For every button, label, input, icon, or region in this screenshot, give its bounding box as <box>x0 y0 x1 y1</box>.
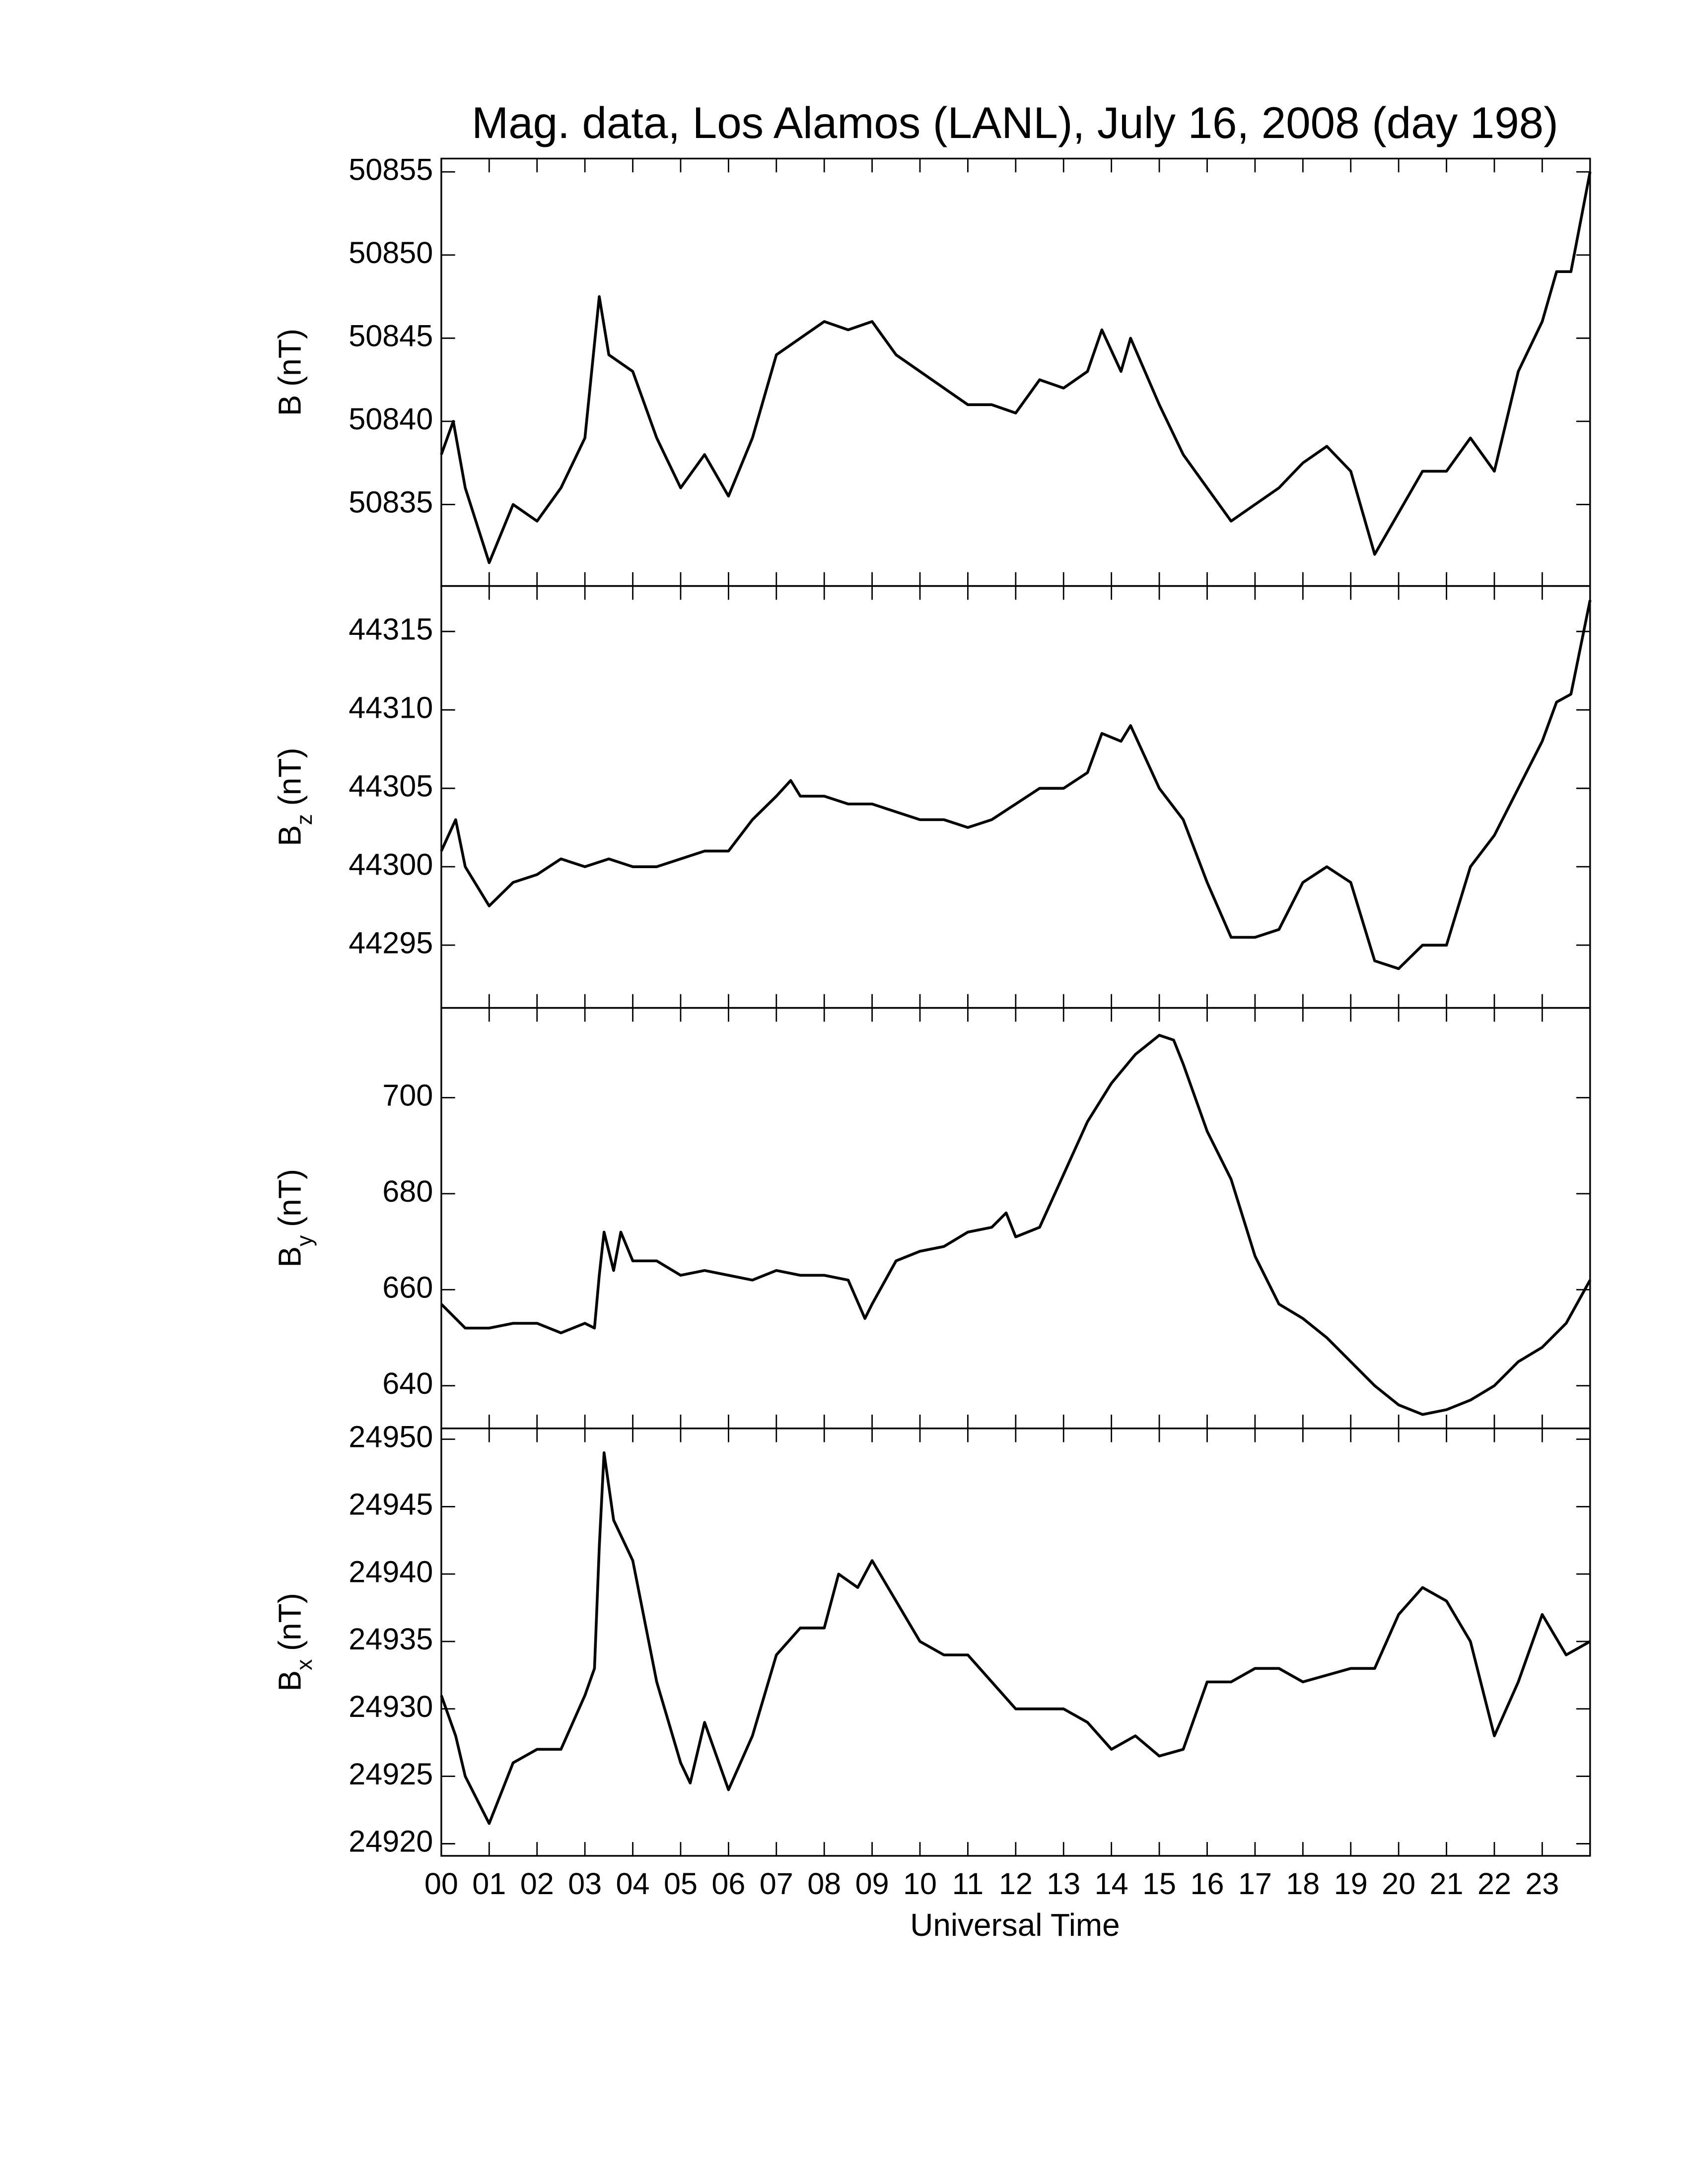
y-axis-title-subscript: x <box>292 1659 317 1670</box>
y-tick-label: 24935 <box>349 1622 433 1656</box>
y-axis-title: B (nT) <box>272 329 308 416</box>
y-axis-title: By (nT) <box>272 1169 317 1268</box>
x-tick-label: 13 <box>1047 1867 1080 1901</box>
y-axis-title-unit: (nT) <box>272 329 308 387</box>
y-tick-label: 50850 <box>349 236 433 270</box>
y-tick-label: 44305 <box>349 769 433 803</box>
y-tick-label: 24940 <box>349 1555 433 1588</box>
x-axis-title: Universal Time <box>910 1907 1120 1943</box>
x-tick-label: 08 <box>807 1867 841 1901</box>
y-axis-title: Bx (nT) <box>272 1593 317 1692</box>
y-tick-label: 680 <box>382 1174 433 1208</box>
x-tick-label: 01 <box>472 1867 506 1901</box>
y-axis-title-unit: (nT) <box>272 1169 308 1227</box>
y-tick-label: 24925 <box>349 1757 433 1791</box>
y-axis-title-main: B <box>272 1246 308 1268</box>
x-tick-label: 16 <box>1190 1867 1224 1901</box>
y-tick-label: 700 <box>382 1079 433 1112</box>
x-tick-label: 21 <box>1430 1867 1464 1901</box>
y-tick-label: 50845 <box>349 319 433 352</box>
y-tick-label: 44315 <box>349 612 433 646</box>
x-tick-label: 00 <box>424 1867 458 1901</box>
y-tick-label: 44300 <box>349 847 433 881</box>
y-tick-label: 44295 <box>349 926 433 959</box>
x-tick-label: 11 <box>952 1867 984 1901</box>
x-tick-label: 05 <box>664 1867 698 1901</box>
y-axis-title-unit: (nT) <box>272 748 308 806</box>
y-tick-label: 24930 <box>349 1690 433 1723</box>
y-axis-title-unit: (nT) <box>272 1593 308 1651</box>
x-tick-label: 20 <box>1382 1867 1415 1901</box>
y-axis-title-main: B <box>272 1670 308 1692</box>
y-tick-label: 24950 <box>349 1420 433 1454</box>
x-tick-label: 04 <box>616 1867 650 1901</box>
x-tick-label: 07 <box>760 1867 793 1901</box>
x-tick-label: 22 <box>1477 1867 1511 1901</box>
data-line <box>440 1451 1591 1825</box>
y-axis-title-subscript: y <box>292 1235 317 1246</box>
x-tick-label: 14 <box>1095 1867 1128 1901</box>
x-tick-label: 18 <box>1286 1867 1320 1901</box>
x-tick-label: 10 <box>903 1867 937 1901</box>
x-tick-label: 03 <box>568 1867 602 1901</box>
x-tick-label: 15 <box>1142 1867 1176 1901</box>
x-tick-label: 06 <box>711 1867 745 1901</box>
y-tick-label: 24945 <box>349 1487 433 1521</box>
x-tick-label: 17 <box>1238 1867 1272 1901</box>
x-tick-label: 02 <box>520 1867 554 1901</box>
y-axis-title-subscript: z <box>292 814 317 825</box>
y-tick-label: 50835 <box>349 485 433 519</box>
x-tick-label: 12 <box>999 1867 1033 1901</box>
y-axis-title: Bz (nT) <box>272 748 317 846</box>
y-axis-title-main: B <box>272 395 308 416</box>
y-tick-label: 44310 <box>349 690 433 724</box>
data-line <box>440 1033 1592 1416</box>
data-line <box>440 171 1592 564</box>
data-line <box>440 600 1592 970</box>
x-tick-label: 23 <box>1525 1867 1559 1901</box>
y-tick-label: 640 <box>382 1366 433 1400</box>
y-tick-label: 24920 <box>349 1825 433 1858</box>
y-tick-label: 50840 <box>349 402 433 436</box>
y-tick-label: 50855 <box>349 152 433 186</box>
y-axis-title-main: B <box>272 825 308 846</box>
y-tick-label: 660 <box>382 1270 433 1304</box>
chart-title: Mag. data, Los Alamos (LANL), July 16, 2… <box>472 98 1558 147</box>
x-tick-label: 09 <box>855 1867 889 1901</box>
x-tick-label: 19 <box>1334 1867 1368 1901</box>
